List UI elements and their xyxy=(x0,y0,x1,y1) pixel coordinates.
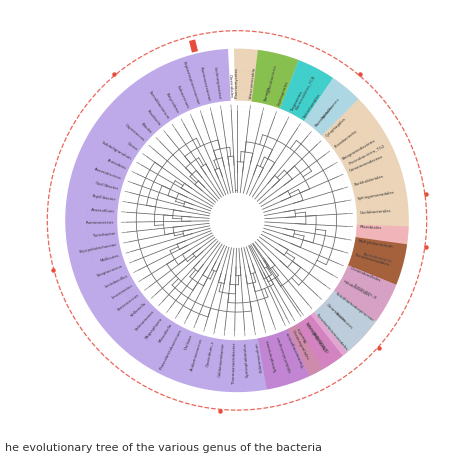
Text: Oceanospirillales: Oceanospirillales xyxy=(291,329,310,360)
Text: Peptostreptococcaceae: Peptostreptococcaceae xyxy=(182,60,200,105)
Text: Papillibacter: Papillibacter xyxy=(92,194,117,202)
Text: Salinisphaeraceae: Salinisphaeraceae xyxy=(303,321,327,353)
Text: Comamonadaceae: Comamonadaceae xyxy=(349,155,384,173)
Text: Mitsuokella: Mitsuokella xyxy=(158,323,173,344)
Text: Erysipelotrichaceae: Erysipelotrichaceae xyxy=(79,242,117,254)
Text: Clostridium_s: Clostridium_s xyxy=(205,340,214,367)
Text: Rhizobiales: Rhizobiales xyxy=(359,225,382,230)
Text: Acidaminococcus: Acidaminococcus xyxy=(190,337,204,371)
Text: Clostridiales: Clostridiales xyxy=(228,74,233,98)
Text: Blautia: Blautia xyxy=(140,122,153,134)
Text: Verrucomicrobia: Verrucomicrobia xyxy=(249,66,257,99)
Text: Treponema: Treponema xyxy=(290,91,303,112)
Text: Thermoanaerobacter: Thermoanaerobacter xyxy=(232,343,237,384)
Text: Caldanaerobacter: Caldanaerobacter xyxy=(218,342,226,377)
Polygon shape xyxy=(280,60,333,121)
Text: Streptococcus: Streptococcus xyxy=(96,264,124,278)
Text: Tenericutes: Tenericutes xyxy=(334,310,354,329)
Text: Syntrophomonas: Syntrophomonas xyxy=(265,339,278,372)
Text: Subdoligranulum: Subdoligranulum xyxy=(101,140,132,161)
Text: Megasphaera: Megasphaera xyxy=(145,317,164,340)
Text: Flavobacteriia: Flavobacteriia xyxy=(334,129,358,148)
Text: Mollicutes: Mollicutes xyxy=(100,253,120,263)
Polygon shape xyxy=(297,312,347,369)
Text: Sphingomonadales: Sphingomonadales xyxy=(357,190,395,201)
Text: Planctomycetes: Planctomycetes xyxy=(235,67,239,98)
Polygon shape xyxy=(311,225,409,356)
Text: Butyrivibrio: Butyrivibrio xyxy=(165,92,180,114)
Text: Anaerotruncus: Anaerotruncus xyxy=(94,167,122,181)
Text: Caldicellulosiruptor: Caldicellulosiruptor xyxy=(276,335,292,373)
Text: Pelotomaculum: Pelotomaculum xyxy=(255,341,264,372)
Text: Firmicutes_g: Firmicutes_g xyxy=(352,283,377,299)
Polygon shape xyxy=(314,291,376,352)
Text: Chromatiales: Chromatiales xyxy=(325,302,347,323)
Text: Spirochaetes: Spirochaetes xyxy=(320,97,341,120)
Text: Ectothiorhodospiraceae: Ectothiorhodospiraceae xyxy=(335,292,374,322)
Text: Coprococcus: Coprococcus xyxy=(123,123,145,142)
Text: Dorea: Dorea xyxy=(126,141,138,151)
Text: Oceanobacillales: Oceanobacillales xyxy=(349,267,381,283)
Text: Cyanobacteria: Cyanobacteria xyxy=(267,64,278,94)
Text: Phascolarctobacterium: Phascolarctobacterium xyxy=(159,328,183,371)
Polygon shape xyxy=(65,49,343,392)
Text: Pseudoalteromonadales: Pseudoalteromonadales xyxy=(315,313,348,351)
Text: Caulobacterales: Caulobacterales xyxy=(359,209,391,215)
Text: Oscillibacter: Oscillibacter xyxy=(94,182,119,191)
Polygon shape xyxy=(334,265,396,321)
Text: Proteobacteria_TG2: Proteobacteria_TG2 xyxy=(348,143,386,165)
Text: Veillonella: Veillonella xyxy=(130,301,147,318)
Text: Roseburia: Roseburia xyxy=(146,109,161,127)
Text: Faecalibacterium: Faecalibacterium xyxy=(148,90,170,120)
Text: Halobacteriales: Halobacteriales xyxy=(343,280,371,298)
Text: Carboxydothermus: Carboxydothermus xyxy=(306,319,330,353)
Text: Borrelia: Borrelia xyxy=(263,86,271,101)
Text: Pseudomonadales: Pseudomonadales xyxy=(354,253,390,267)
Text: Acetivibrio: Acetivibrio xyxy=(106,158,127,171)
Text: he evolutionary tree of the various genus of the bacteria: he evolutionary tree of the various genu… xyxy=(5,443,322,453)
Text: Eubacterium: Eubacterium xyxy=(176,84,190,109)
Text: Leptospirales: Leptospirales xyxy=(277,80,290,106)
Text: Ruminococcaceae: Ruminococcaceae xyxy=(199,66,210,101)
Text: Dialister: Dialister xyxy=(183,333,193,350)
Text: Lactobacillus: Lactobacillus xyxy=(104,274,128,289)
Text: Bacteroidetes_FCB: Bacteroidetes_FCB xyxy=(295,73,316,109)
Polygon shape xyxy=(258,315,343,390)
Circle shape xyxy=(211,194,263,246)
Text: Moorella: Moorella xyxy=(296,326,308,342)
Text: Burkholderiales: Burkholderiales xyxy=(354,174,384,187)
Polygon shape xyxy=(348,237,407,285)
Text: Selenomonas: Selenomonas xyxy=(135,310,155,332)
Text: Betaproteobacteria: Betaproteobacteria xyxy=(342,138,377,161)
Text: Methylobacterium: Methylobacterium xyxy=(357,239,393,249)
Text: Anaerofilum: Anaerofilum xyxy=(91,208,115,213)
Text: Enterococcus: Enterococcus xyxy=(117,293,140,312)
Polygon shape xyxy=(304,78,358,136)
Text: Lachnospiraceae: Lachnospiraceae xyxy=(213,66,221,100)
Text: Spirochaetales: Spirochaetales xyxy=(302,92,322,119)
Text: Turicibacter: Turicibacter xyxy=(92,231,115,238)
Text: Thermacetogenium: Thermacetogenium xyxy=(286,331,306,367)
Text: Syntrophobotulus: Syntrophobotulus xyxy=(244,343,250,378)
Text: Mollicutes: Mollicutes xyxy=(311,332,326,351)
Polygon shape xyxy=(234,49,409,376)
Text: Actinobacteria: Actinobacteria xyxy=(363,252,392,264)
Text: Bacteroidales: Bacteroidales xyxy=(314,105,334,128)
Text: Leuconostoc: Leuconostoc xyxy=(111,283,134,300)
Text: Cytophagales: Cytophagales xyxy=(325,116,347,137)
Text: Ruminococcus: Ruminococcus xyxy=(86,220,114,225)
Polygon shape xyxy=(252,50,299,109)
